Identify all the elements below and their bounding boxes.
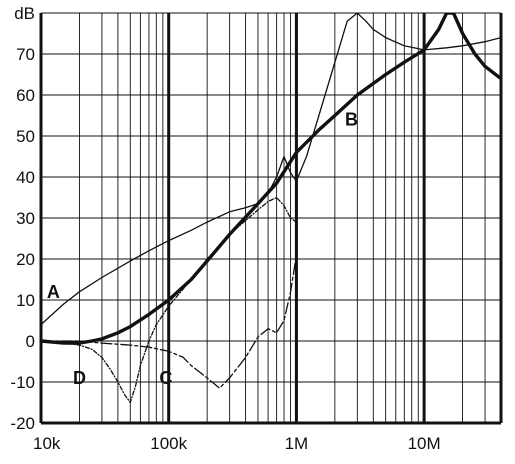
series-line-d <box>41 196 298 404</box>
series-line-c <box>41 254 298 389</box>
series-layer <box>41 13 501 404</box>
y-tick-label: 30 <box>16 209 35 228</box>
y-tick-label: -10 <box>10 373 35 392</box>
y-tick-label: 40 <box>16 168 35 187</box>
series-line-a <box>41 13 501 326</box>
grid <box>39 12 503 424</box>
series-label-a: A <box>47 282 60 302</box>
labels-layer: A B C D <box>47 110 358 388</box>
x-tick-label: 10M <box>408 434 441 453</box>
series-label-d: D <box>73 368 86 388</box>
y-tick-label: 70 <box>16 45 35 64</box>
x-tick-label: 100k <box>150 434 187 453</box>
x-tick-label: 1M <box>285 434 309 453</box>
axes: -20 -10 0 10 20 30 40 50 60 70 dB 10k 100k 1M 10M <box>10 4 501 453</box>
y-tick-label: 20 <box>16 250 35 269</box>
series-label-c: C <box>159 368 172 388</box>
series-line-b <box>41 13 501 345</box>
x-tick-label: 10k <box>33 434 61 453</box>
y-tick-label: 60 <box>16 86 35 105</box>
y-tick-label: -20 <box>10 414 35 433</box>
y-unit-label: dB <box>14 4 35 23</box>
series-label-b: B <box>345 110 358 130</box>
y-tick-label: 50 <box>16 127 35 146</box>
y-tick-label: 10 <box>16 291 35 310</box>
y-tick-label: 0 <box>26 332 35 351</box>
